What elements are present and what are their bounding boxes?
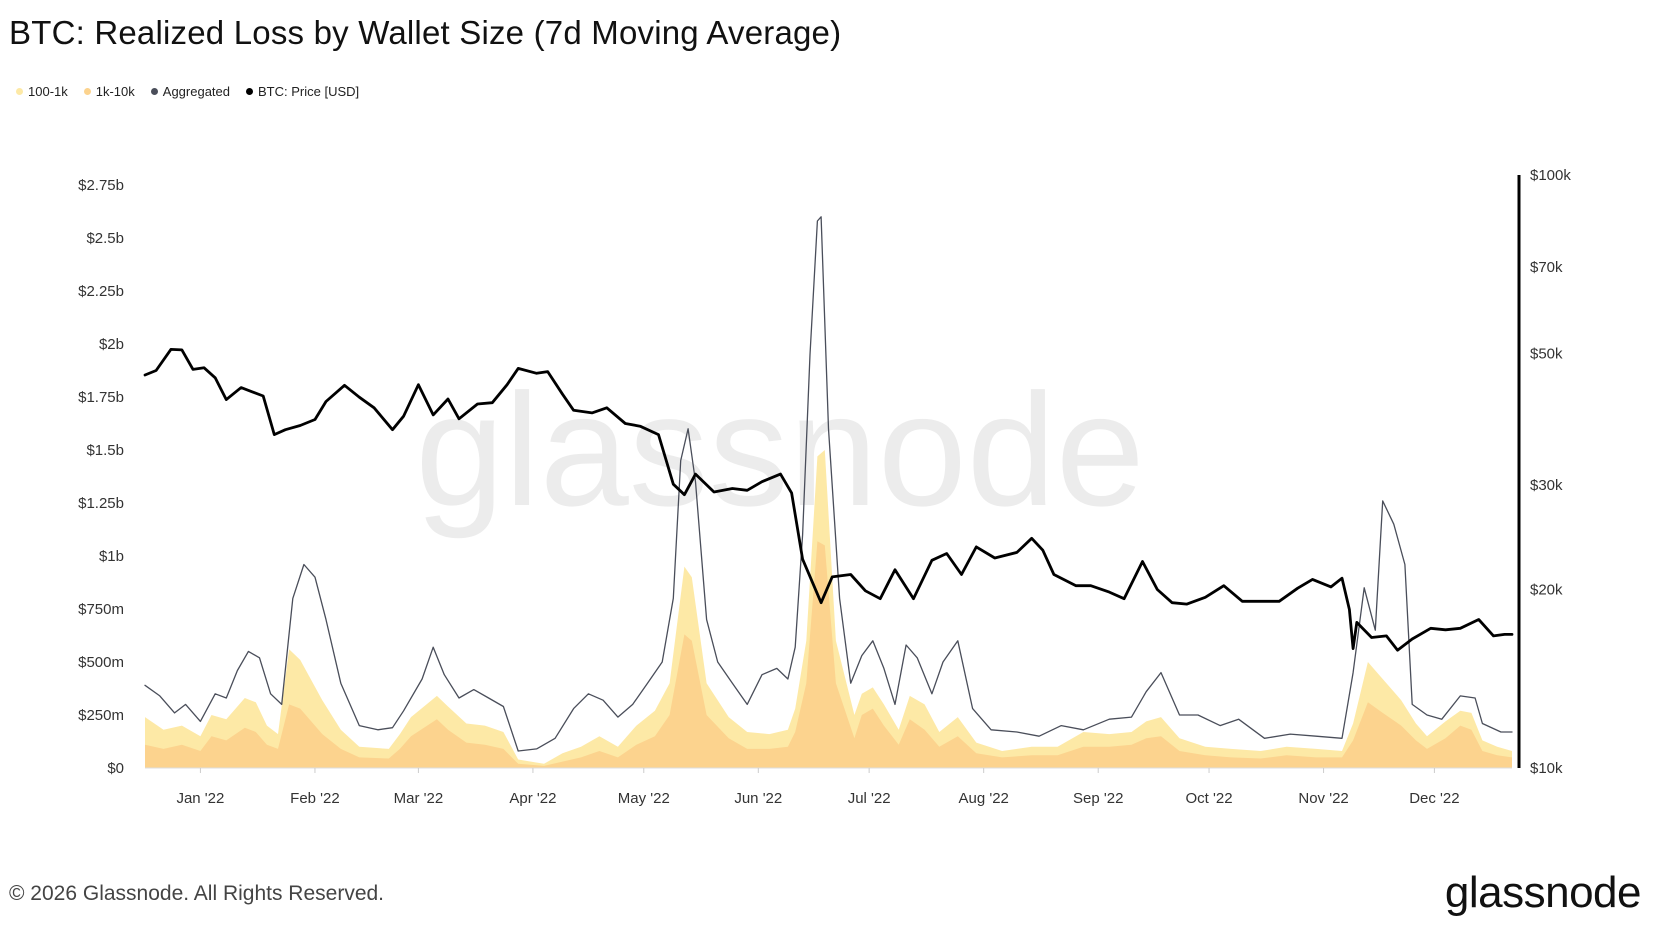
line-series-btc-price-usd: [143, 348, 1514, 652]
x-tick-label: May '22: [618, 790, 670, 807]
y-right-tick-label: $10k: [1530, 760, 1563, 777]
legend-dot-icon: [83, 88, 91, 95]
legend-item-aggregated[interactable]: Aggregated: [150, 84, 231, 99]
x-tick-label: Dec '22: [1409, 790, 1459, 807]
y-left-tick-label: $0: [107, 760, 124, 777]
y-left-tick-label: $750m: [78, 601, 124, 618]
x-tick-label: Sep '22: [1073, 790, 1123, 807]
y-left-tick-label: $1b: [99, 548, 124, 565]
legend-label: 100-1k: [28, 84, 68, 99]
legend-item-btc-price[interactable]: BTC: Price [USD]: [246, 84, 359, 99]
x-tick-label: Apr '22: [509, 790, 556, 807]
legend-dot-icon: [246, 88, 254, 95]
y-left-tick-label: $2.25b: [78, 283, 124, 300]
legend-label: Aggregated: [162, 84, 231, 99]
x-tick-label: Nov '22: [1298, 790, 1348, 807]
x-tick-label: Aug '22: [958, 790, 1008, 807]
legend-item-1k-10k[interactable]: 1k-10k: [83, 84, 135, 99]
x-axis: Jan '22 Feb '22 Mar '22 Apr '22 May '22 Jun '…: [145, 767, 1512, 807]
watermark: glassnode: [415, 360, 1144, 539]
y-left-tick-label: $2.5b: [86, 230, 124, 247]
y-left-tick-label: $250m: [78, 707, 124, 724]
y-left-tick-label: $500m: [78, 654, 124, 671]
legend-label: BTC: Price [USD]: [258, 84, 360, 99]
legend: 100-1k 1k-10k Aggregated BTC: Price [USD…: [16, 84, 359, 99]
y-left-tick-label: $1.5b: [86, 442, 124, 459]
line-series-aggregated: [144, 216, 1513, 752]
legend-dot-icon: [16, 88, 23, 95]
y-left-tick-label: $1.75b: [78, 389, 124, 406]
y-right-tick-label: $70k: [1530, 259, 1563, 276]
area-series-group: [145, 450, 1512, 768]
x-tick-label: Jul '22: [848, 790, 891, 807]
brand-logo: glassnode: [1444, 868, 1642, 917]
x-tick-label: Jun '22: [734, 790, 782, 807]
y-right-tick-label: $50k: [1530, 346, 1563, 363]
line-series-group: [143, 216, 1514, 752]
y-left-tick-label: $1.25b: [78, 495, 124, 512]
legend-item-100-1k[interactable]: 100-1k: [16, 84, 68, 99]
legend-label: 1k-10k: [95, 84, 135, 99]
y-right-tick-label: $20k: [1530, 581, 1563, 598]
y-right-tick-label: $100k: [1530, 167, 1571, 184]
x-tick-label: Feb '22: [290, 790, 340, 807]
legend-dot-icon: [150, 88, 158, 95]
y-right-tick-label: $30k: [1530, 477, 1563, 494]
area-series-1k-10k: [145, 541, 1512, 768]
x-tick-label: Oct '22: [1186, 790, 1233, 807]
left-axis: $0 $250m $500m $750m $1b $1.25b $1.5b $1.75b $2b…: [78, 177, 124, 777]
y-left-tick-label: $2.75b: [78, 177, 124, 194]
right-axis: $10k $20k $30k $50k $70k $100k: [1517, 167, 1571, 777]
copyright-footer: © 2026 Glassnode. All Rights Reserved.: [9, 882, 385, 905]
x-tick-label: Jan '22: [176, 790, 224, 807]
chart-title: BTC: Realized Loss by Wallet Size (7d Mo…: [9, 14, 842, 51]
x-tick-label: Mar '22: [394, 790, 444, 807]
y-left-tick-label: $2b: [99, 336, 124, 353]
